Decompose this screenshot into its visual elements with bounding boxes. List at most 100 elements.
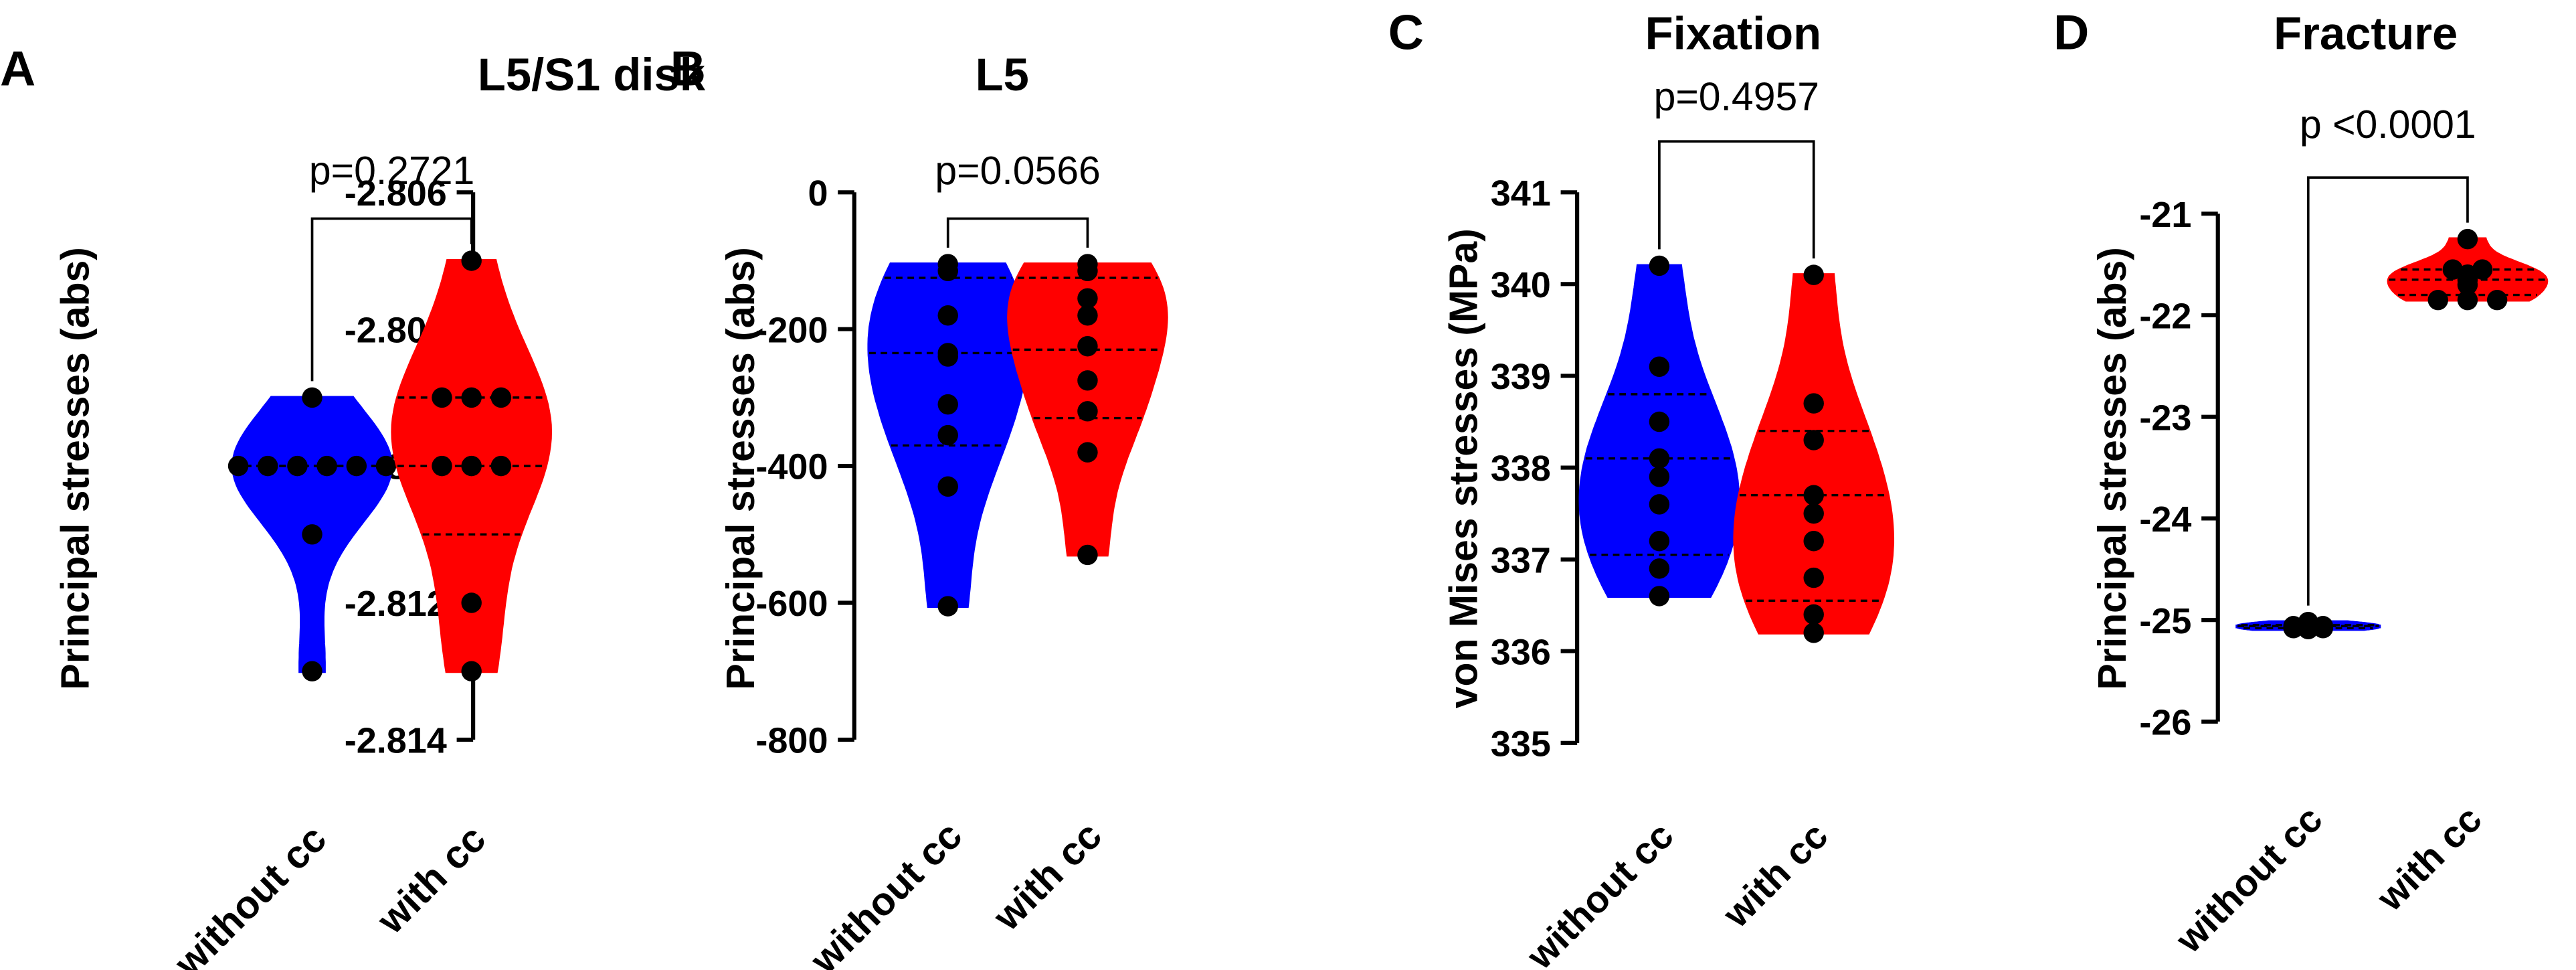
- panel-letter: A: [0, 41, 35, 96]
- p-value-label: p=0.4957: [1654, 76, 1819, 119]
- y-axis-label: von Mises stresses (MPa): [1442, 228, 1485, 708]
- x-tick-label: without cc: [802, 813, 970, 970]
- data-point: [937, 260, 958, 282]
- data-point: [2298, 619, 2318, 640]
- data-point: [937, 424, 958, 446]
- y-tick-label: -2.806: [345, 173, 447, 214]
- data-point: [2486, 289, 2508, 311]
- y-tick-label: -2.812: [345, 584, 447, 624]
- y-tick-label: -800: [755, 721, 828, 761]
- data-point: [316, 455, 337, 477]
- data-point: [490, 387, 512, 408]
- panel-letter: C: [1388, 5, 1424, 60]
- data-point: [1803, 503, 1824, 524]
- data-point: [1649, 411, 1670, 432]
- data-point: [1077, 370, 1098, 391]
- data-point: [1077, 336, 1098, 357]
- panel-letter: D: [2053, 5, 2089, 60]
- data-point: [227, 455, 249, 477]
- x-tick-label: with cc: [1715, 815, 1836, 936]
- p-value-label: p <0.0001: [2300, 103, 2476, 147]
- x-tick-label: with cc: [2369, 798, 2490, 919]
- data-point: [346, 455, 367, 477]
- data-point: [461, 455, 482, 477]
- data-point: [1077, 260, 1098, 282]
- significance-bracket: [1658, 140, 1815, 259]
- data-point: [1803, 430, 1824, 451]
- x-tick-label: with cc: [985, 813, 1111, 939]
- y-tick-label: 335: [1491, 724, 1551, 764]
- data-point: [461, 661, 482, 681]
- y-tick-label: 338: [1491, 449, 1551, 489]
- panel-letter: B: [670, 41, 706, 96]
- panel-b: B L5 0 -200 -400 -600 -800 Principal stresses (…: [670, 41, 1168, 970]
- figure-root: AL5/S1 disk-2.806-2.808-2.810-2.812-2.81…: [0, 5, 2549, 970]
- data-point: [258, 455, 278, 477]
- data-point: [1649, 586, 1670, 607]
- data-point: [1649, 467, 1670, 487]
- y-axis-label: Principal stresses (abs): [719, 247, 763, 690]
- data-point: [1077, 288, 1098, 309]
- data-point: [1077, 305, 1098, 326]
- y-tick-label: -24: [2139, 499, 2191, 540]
- data-point: [461, 592, 482, 613]
- y-axis-label: Principal stresses (abs): [54, 247, 98, 690]
- panel-title: Fixation: [1645, 8, 1822, 60]
- data-point: [2457, 274, 2478, 295]
- x-tick-label: without cc: [166, 817, 335, 970]
- data-point: [1803, 485, 1824, 505]
- y-tick-label: -26: [2139, 703, 2191, 743]
- data-point: [490, 455, 512, 477]
- significance-bracket: [946, 217, 1089, 248]
- data-point: [1649, 356, 1670, 377]
- data-point: [1803, 393, 1824, 414]
- significance-bracket: [2306, 176, 2469, 606]
- y-tick-label: -22: [2139, 297, 2191, 337]
- data-point: [1077, 442, 1098, 463]
- data-point: [1803, 530, 1824, 552]
- data-point: [1649, 558, 1670, 579]
- data-point: [937, 394, 958, 415]
- y-tick-label: -2.814: [345, 721, 447, 761]
- data-point: [2283, 618, 2304, 639]
- y-tick-label: 341: [1491, 173, 1551, 214]
- p-value-label: p=0.0566: [935, 149, 1100, 193]
- data-point: [1803, 264, 1824, 285]
- violin-with-cc: [1733, 273, 1895, 635]
- data-point: [2427, 289, 2448, 311]
- panel-title: L5: [976, 49, 1029, 100]
- data-point: [937, 476, 958, 497]
- y-axis-label: Principal stresses (abs): [2091, 247, 2134, 690]
- data-point: [937, 596, 958, 617]
- data-point: [461, 387, 482, 408]
- data-point: [1649, 255, 1670, 276]
- data-point: [461, 250, 482, 271]
- data-point: [1077, 544, 1098, 566]
- x-tick-label: with cc: [369, 817, 494, 943]
- data-point: [2312, 618, 2334, 639]
- data-point: [1803, 567, 1824, 588]
- p-value-label: p=0.2721: [309, 149, 474, 193]
- data-point: [302, 661, 323, 681]
- significance-bracket: [310, 217, 473, 382]
- y-tick-label: 337: [1491, 540, 1551, 580]
- y-tick-label: 0: [808, 173, 828, 214]
- y-tick-label: -25: [2139, 601, 2191, 641]
- y-tick-label: 336: [1491, 632, 1551, 672]
- data-point: [1649, 494, 1670, 515]
- data-point: [2457, 228, 2478, 250]
- y-tick-label: 340: [1491, 265, 1551, 305]
- data-point: [432, 387, 452, 408]
- x-tick-label: without cc: [1519, 815, 1682, 970]
- y-tick-label: -200: [755, 310, 828, 350]
- data-point: [302, 387, 323, 408]
- panel-title: Fracture: [2274, 8, 2458, 60]
- data-point: [375, 455, 397, 477]
- data-point: [432, 455, 452, 477]
- data-point: [302, 524, 323, 545]
- y-tick-label: 339: [1491, 357, 1551, 397]
- y-tick-label: -400: [755, 447, 828, 487]
